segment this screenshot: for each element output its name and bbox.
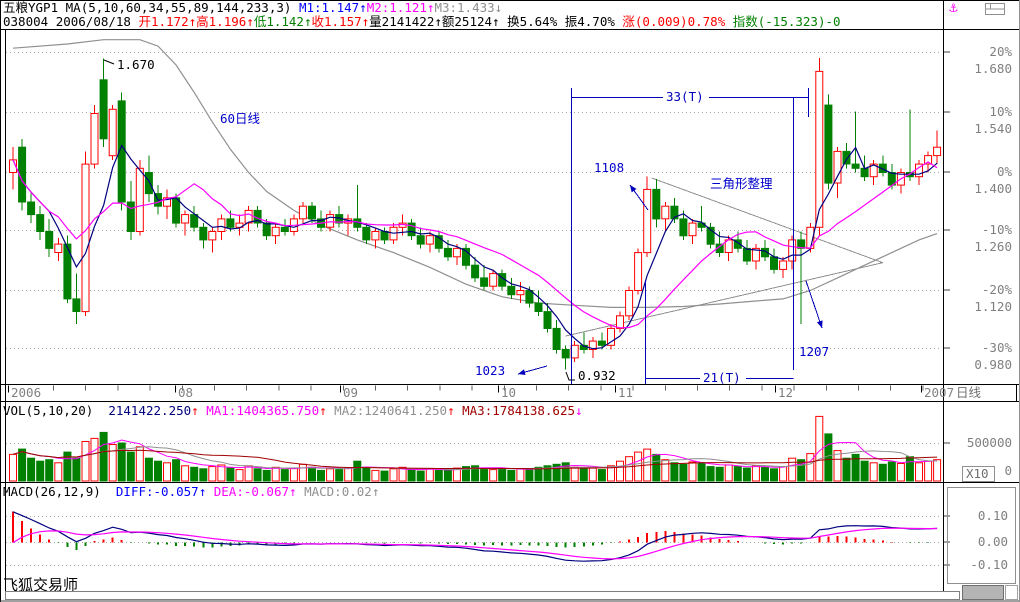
chart-annotation: 三角形整理 [710,176,773,191]
x-axis-label: 08 [178,385,194,400]
period-label[interactable]: 日线 [956,385,982,400]
quote-token: ↑ [246,15,254,29]
macd-token: ↑ [198,484,207,499]
volume-header: VOL(5,10,20) 2141422.250↑ MA1:1404365.75… [3,404,583,418]
volume-pane [6,415,942,482]
quote-token: 低1.142 [253,15,304,29]
x-axis-label: 2007 [924,385,955,400]
macd-header: MACD(26,12,9) DIFF:-0.057↑ DEA:-0.067↑ M… [3,485,379,499]
scrollbar-thumb[interactable] [962,585,1004,600]
quote-token: 振4.70% [564,15,623,29]
price-axis-price-label: 1.540 [974,121,1012,136]
quote-token: ↑ [361,15,370,29]
price-axis-price-label: 0.980 [974,357,1012,372]
indicator-token: M3:1.433 [434,1,495,15]
price-axis-price-label: 1.260 [974,239,1012,254]
quote-token: ↑ [188,15,197,29]
price-axis-pct-label: 10% [989,104,1012,119]
price-axis-pct-label: 0% [996,164,1012,179]
indicator-token: 五粮YGP1 [3,1,66,15]
price-axis-price-label: 1.400 [974,181,1012,196]
macd-token: MACD(26,12,9) [3,484,116,499]
volume-zero-label: 0 [1004,463,1012,478]
window-layout-icon[interactable] [985,3,1005,15]
macd-pane [6,511,942,566]
watermark: 飞狐交易师 [3,576,79,594]
volume-scale-label: 500000 [966,435,1012,450]
x-axis-label: 12 [778,385,794,400]
macd-axis-label: 0.00 [977,534,1008,549]
x-axis-label: 11 [618,385,634,400]
price-axis-pct-label: 20% [989,44,1012,59]
macd-token: MACD:0.02 [296,484,372,499]
price-axis-price-label: 1.120 [974,299,1012,314]
quote-token: 收1.157 [311,15,362,29]
quote-token: 指数(-15.323)-0 [732,15,841,29]
x-axis-label: 09 [343,385,359,400]
indicator-token: ↑ [426,1,435,15]
quote-token: 涨(0.009)0.78% [622,15,733,29]
quote-token: ↑ [492,15,508,29]
price-axis-pct-label: -30% [981,340,1012,355]
price-axis-pct-label: -20% [981,282,1012,297]
candlestick-series [9,57,942,370]
volume-token: ↑ [191,403,199,418]
macd-token: DEA:-0.067 [206,484,290,499]
scrollbar-track[interactable] [5,591,960,600]
quote-token: 038004 [3,15,56,29]
x-axis-label: 2006 [11,385,42,400]
annotations [103,59,823,385]
chart-annotation: 1.670 [117,57,155,72]
quote-token: 2006/08/18 [55,15,139,29]
chart-annotation: 1108 [594,160,625,175]
indicator-token: M2:1.121 [366,1,427,15]
volume-token: 2141422.250 [108,403,192,418]
x-axis-label: 10 [501,385,517,400]
indicator-token: ↑ [359,1,367,15]
indicator-token: M1:1.147 [298,1,360,15]
volume-token: MA1:1404365.750 [198,403,320,418]
macd-token: ↑ [289,484,297,499]
chart-annotation: 1023 [475,363,506,378]
volume-token: MA3:1784138.625 [454,403,576,418]
main-pane [6,39,942,385]
indicator-token: MA(5,10,60,34,55,89,144,233,3) [65,1,299,15]
volume-token: ↓ [575,403,583,418]
macd-axis-label: -0.10 [970,557,1008,572]
indicator-token: ↓ [494,1,503,15]
span-annotation: 33(T) [666,89,704,104]
macd-token: ↑ [371,484,380,499]
volume-multiplier-label[interactable]: X10 [966,466,989,481]
quote-token: 开1.172 [138,15,189,29]
volume-token: ↑ [447,403,455,418]
quote-token: 量2141422 [369,15,435,29]
macd-token: DIFF:-0.057 [115,484,199,499]
quote-token: 额25124 [441,15,493,29]
volume-token: VOL(5,10,20) [3,403,109,418]
quote-header: 038004 2006/08/18 开1.172↑高1.196↑低1.142↑收… [3,15,941,29]
price-axis-price-label: 1.680 [974,61,1012,76]
resize-corner [1005,585,1018,600]
chart-annotation: 60日线 [220,111,261,126]
quote-token: ↑ [303,15,312,29]
anchor-icon[interactable]: ⚓ [949,0,958,16]
chart-annotation: 0.932 [578,368,616,383]
quote-token: 高1.196 [196,15,247,29]
quote-token: 换5.64% [507,15,565,29]
price-axis-pct-label: -10% [981,222,1012,237]
volume-token: MA2:1240641.250 [326,403,448,418]
span-annotation: 21(T) [703,370,741,385]
indicator-header: 五粮YGP1 MA(5,10,60,34,55,89,144,233,3) M1… [3,1,941,15]
quote-token: ↑ [434,15,442,29]
macd-axis-label: 0.10 [977,508,1008,523]
volume-token: ↑ [319,403,327,418]
chart-annotation: 1207 [799,344,830,359]
